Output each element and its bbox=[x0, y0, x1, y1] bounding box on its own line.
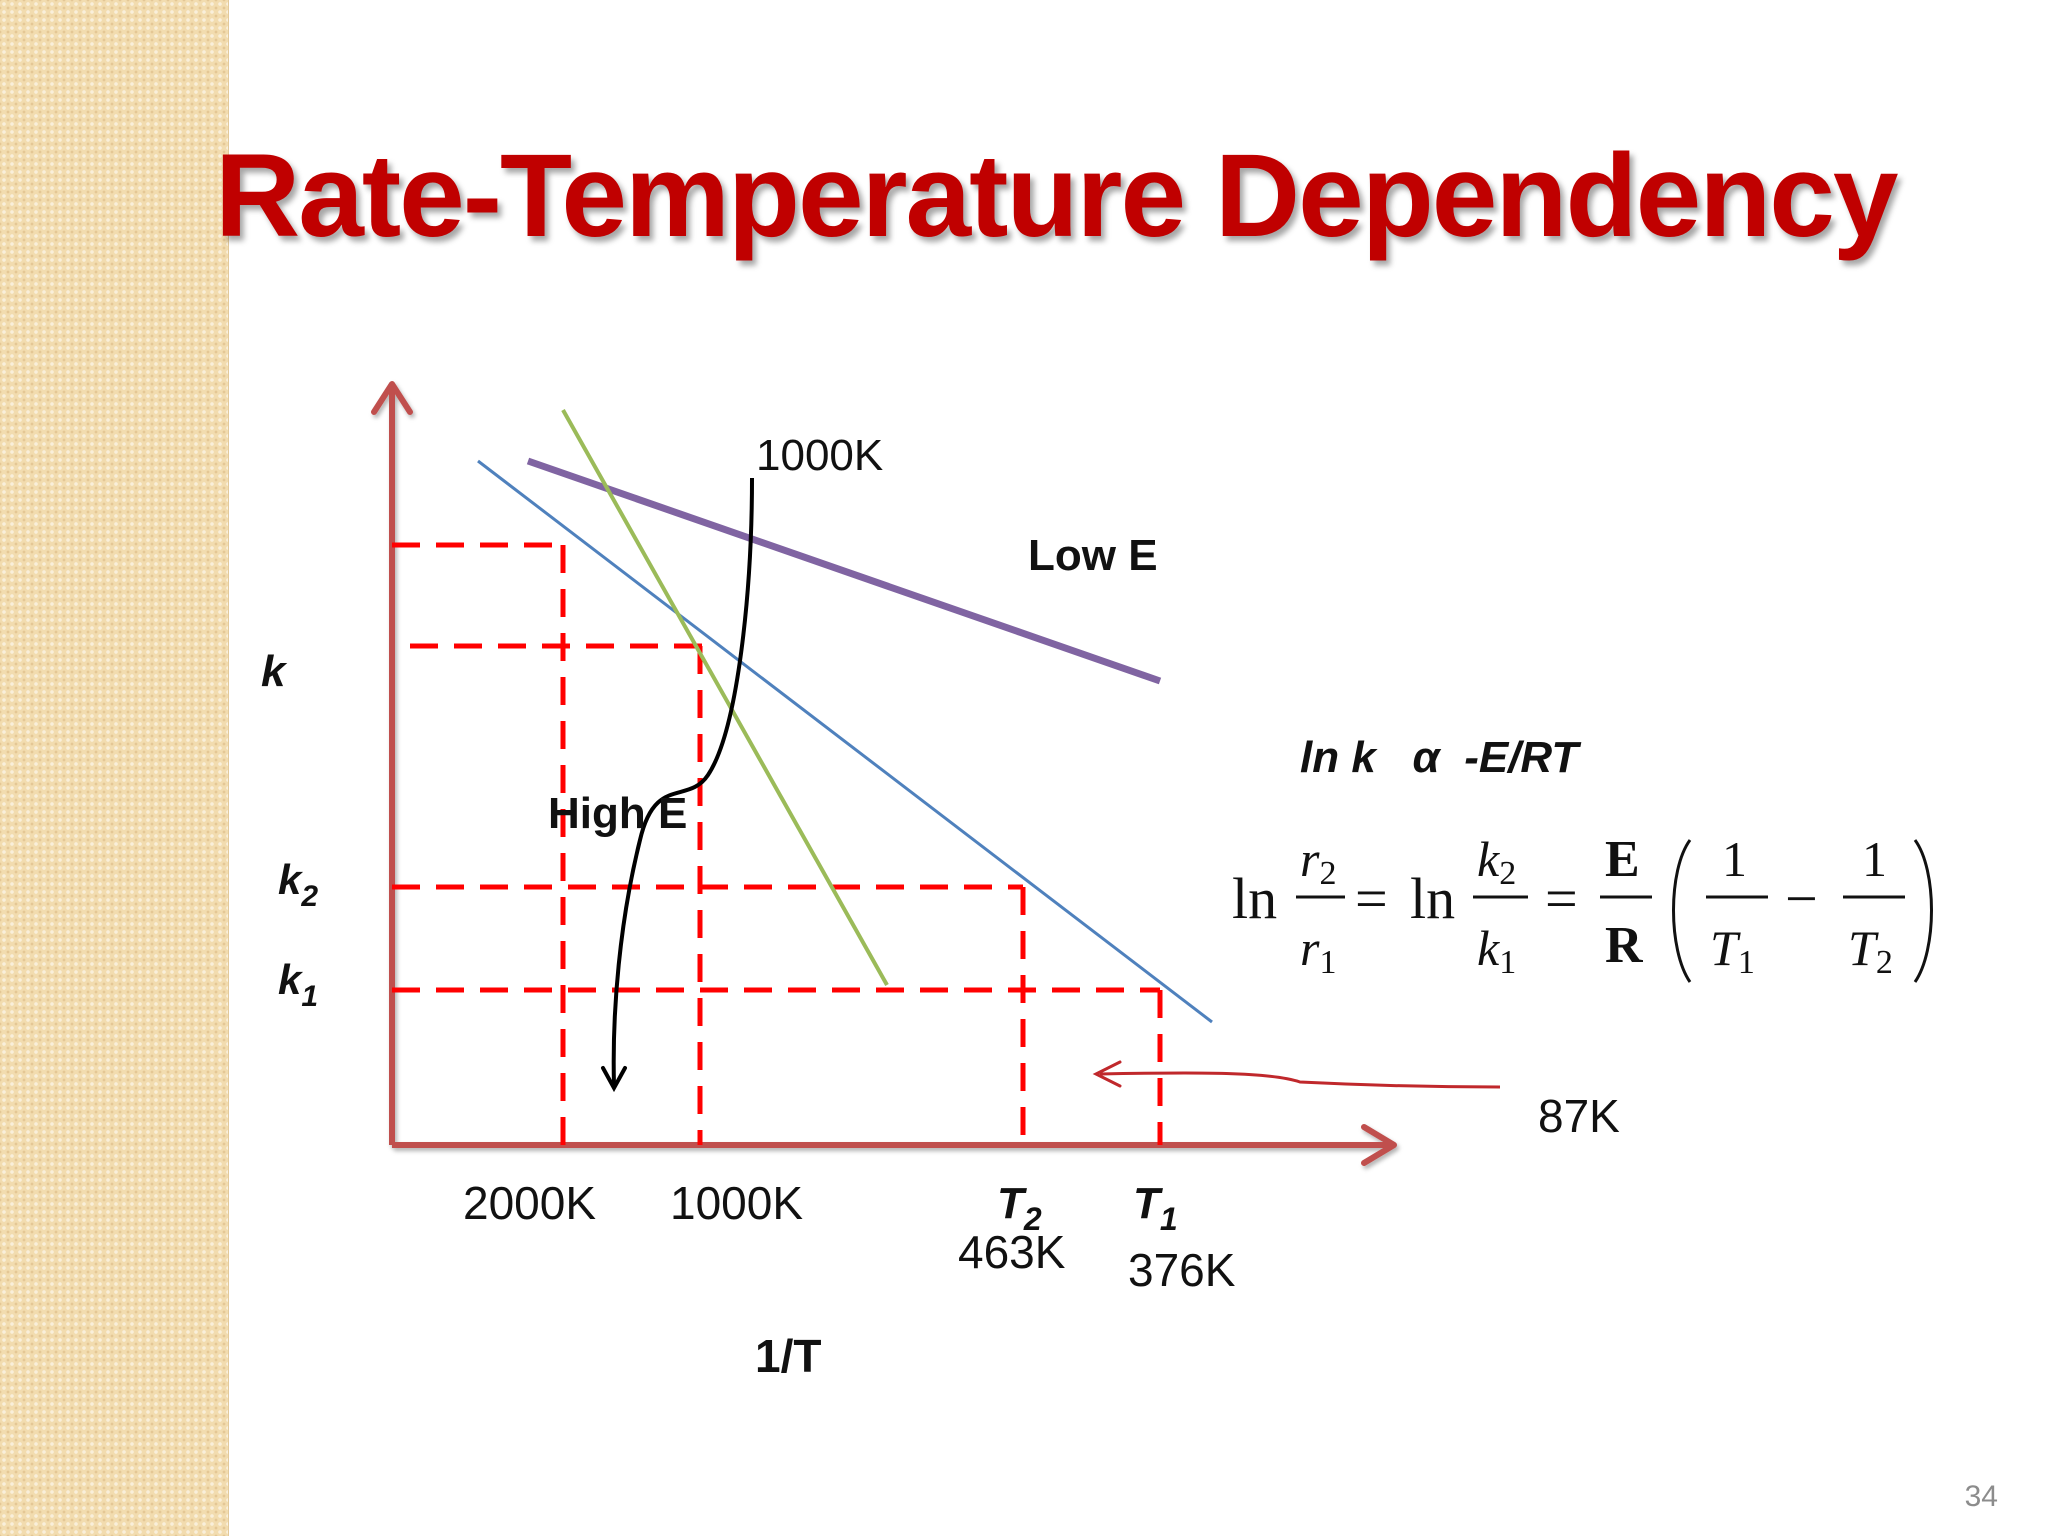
high-e-line bbox=[561, 409, 889, 986]
dashed-guides bbox=[392, 542, 1163, 1145]
blue-line bbox=[477, 459, 1213, 1024]
eq-k2: k2 bbox=[1477, 831, 1516, 892]
eq-ln-2: ln bbox=[1410, 866, 1455, 931]
red-arrowhead bbox=[1092, 1060, 1122, 1088]
y-axis-arrowhead bbox=[371, 381, 413, 415]
eq-r1: r1 bbox=[1300, 920, 1336, 981]
t1-value-label: 376K bbox=[1128, 1244, 1236, 1296]
eq-one-1: 1 bbox=[1722, 831, 1747, 887]
eq-k1: k1 bbox=[1477, 920, 1516, 981]
eq-one-2: 1 bbox=[1862, 831, 1887, 887]
eq-minus: − bbox=[1785, 866, 1818, 931]
decorative-side-strip bbox=[0, 0, 229, 1536]
eq-ln-1: ln bbox=[1232, 866, 1277, 931]
eq-equals-1: = bbox=[1355, 866, 1388, 931]
arrhenius-relation: ln k α -E/RT bbox=[1300, 733, 1581, 782]
temp-1000k-top-label: 1000K bbox=[756, 431, 883, 480]
black-arrowhead bbox=[601, 1066, 627, 1093]
axes bbox=[371, 381, 1397, 1166]
eq-r2: r2 bbox=[1300, 831, 1336, 892]
x-axis-label: 1/T bbox=[755, 1330, 821, 1382]
red-hand-arrow bbox=[1099, 1071, 1501, 1089]
temp-1000k-label: 1000K bbox=[670, 1177, 803, 1229]
k1-label: k1 bbox=[278, 956, 318, 1013]
y-axis-label: k bbox=[261, 647, 288, 696]
high-e-label: High E bbox=[548, 789, 687, 838]
t2-value-label: 463K bbox=[958, 1226, 1066, 1278]
temp-87k-label: 87K bbox=[1538, 1090, 1620, 1142]
t1-label: T1 bbox=[1133, 1179, 1178, 1237]
k2-label: k2 bbox=[278, 856, 318, 913]
eq-equals-2: = bbox=[1545, 866, 1578, 931]
arrhenius-equation: ln r2 r1 = ln k2 k1 = E R 1 T1 − 1 T2 bbox=[1232, 831, 1933, 983]
t2-label: T2 bbox=[997, 1179, 1042, 1237]
eq-T2: T2 bbox=[1848, 920, 1893, 981]
low-e-label: Low E bbox=[1028, 531, 1158, 580]
temp-2000k-label: 2000K bbox=[463, 1177, 596, 1229]
eq-T1: T1 bbox=[1710, 920, 1755, 981]
x-axis-arrowhead bbox=[1361, 1124, 1397, 1166]
eq-E: E bbox=[1605, 831, 1640, 888]
slide-title: Rate-Temperature Dependency bbox=[215, 130, 1899, 262]
eq-R: R bbox=[1605, 917, 1644, 974]
black-curved-arrow bbox=[611, 477, 754, 1086]
page-number: 34 bbox=[1964, 1480, 1998, 1513]
low-e-line bbox=[526, 457, 1162, 685]
